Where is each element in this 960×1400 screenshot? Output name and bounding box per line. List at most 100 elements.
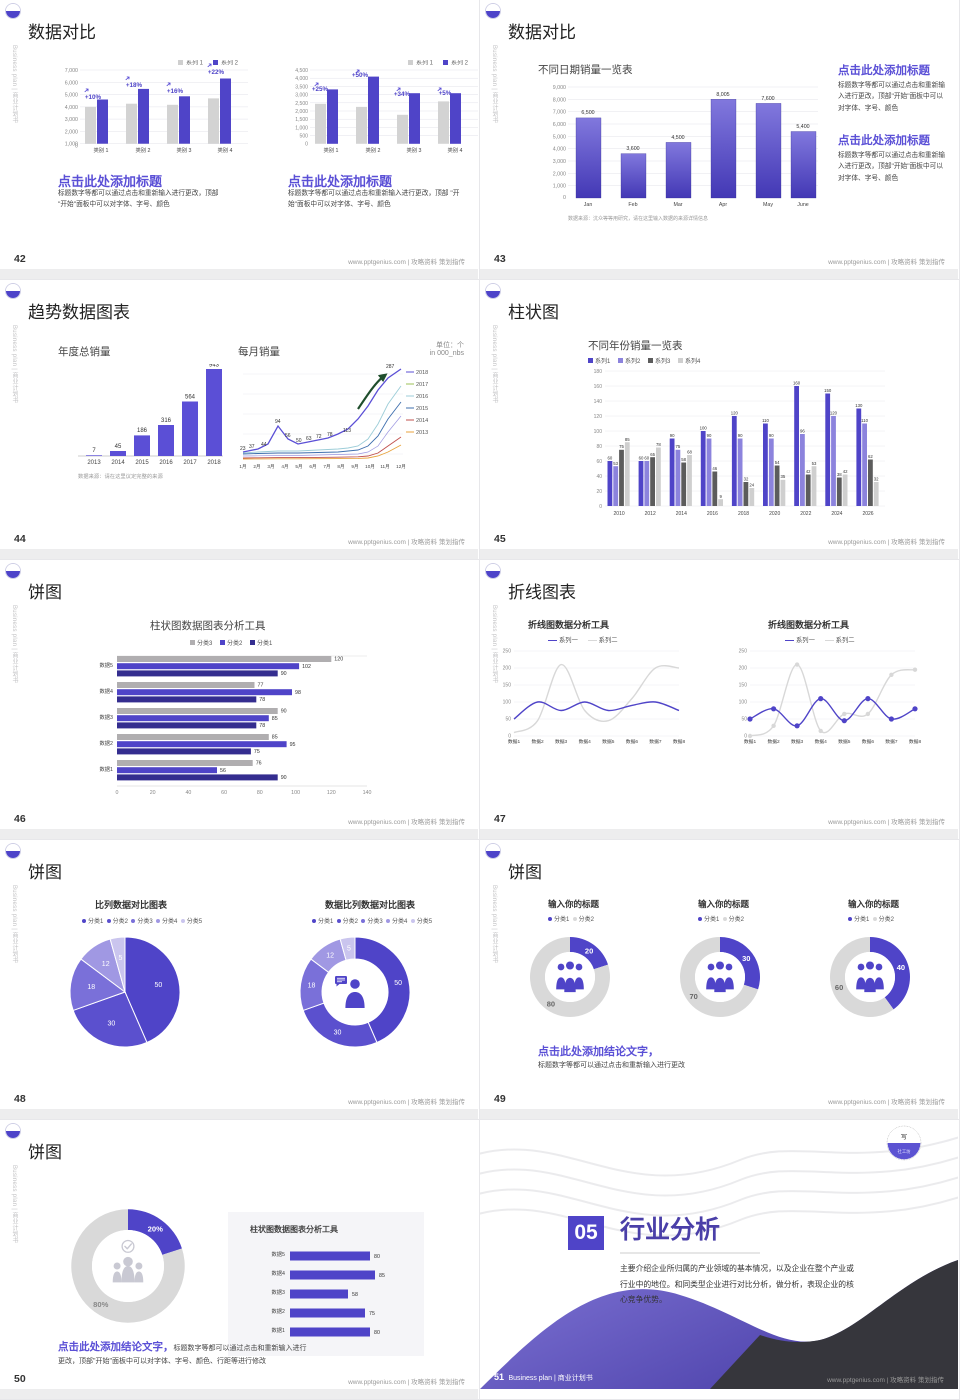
svg-text:85: 85 (272, 716, 278, 722)
svg-text:60: 60 (644, 456, 649, 461)
svg-text:2014: 2014 (676, 511, 687, 517)
svg-text:150: 150 (824, 388, 832, 393)
svg-text:186: 186 (137, 428, 148, 434)
svg-text:58: 58 (352, 1292, 358, 1298)
svg-text:4,000: 4,000 (553, 147, 566, 153)
svg-text:78: 78 (656, 442, 661, 447)
svg-text:80: 80 (374, 1254, 380, 1260)
svg-text:120: 120 (594, 414, 603, 420)
svg-text:45: 45 (115, 444, 122, 450)
svg-text:2012: 2012 (645, 511, 656, 517)
svg-text:94: 94 (275, 419, 281, 425)
svg-text:60: 60 (596, 459, 602, 465)
svg-text:2017: 2017 (183, 460, 197, 466)
svg-text:160: 160 (594, 384, 603, 390)
svg-text:30: 30 (742, 954, 750, 963)
svg-text:类别 2: 类别 2 (365, 146, 380, 154)
svg-text:120: 120 (731, 411, 739, 416)
svg-text:3,000: 3,000 (65, 117, 78, 123)
svg-text:数据1: 数据1 (99, 765, 113, 773)
svg-text:5,000: 5,000 (553, 134, 566, 140)
svg-text:类别 3: 类别 3 (406, 146, 421, 154)
svg-text:6,000: 6,000 (65, 80, 78, 86)
svg-text:类别 4: 类别 4 (447, 146, 462, 154)
svg-text:数据5: 数据5 (602, 738, 615, 745)
svg-text:100: 100 (503, 700, 512, 706)
svg-text:53: 53 (613, 461, 618, 466)
svg-text:May: May (763, 202, 773, 208)
svg-text:18: 18 (308, 982, 316, 989)
svg-text:140: 140 (594, 399, 603, 405)
svg-text:12月: 12月 (396, 464, 406, 470)
svg-text:数据3: 数据3 (271, 1288, 285, 1296)
svg-text:2,000: 2,000 (553, 171, 566, 177)
svg-text:90: 90 (707, 433, 712, 438)
svg-text:90: 90 (281, 775, 287, 781)
svg-text:100: 100 (700, 426, 708, 431)
svg-text:数据3: 数据3 (555, 738, 568, 745)
svg-text:5,400: 5,400 (796, 124, 809, 130)
svg-text:20: 20 (596, 489, 602, 495)
svg-text:0: 0 (75, 144, 78, 150)
svg-text:60: 60 (608, 456, 613, 461)
svg-text:287: 287 (386, 364, 395, 370)
svg-text:943: 943 (209, 364, 220, 369)
svg-text:90: 90 (769, 433, 774, 438)
svg-text:80: 80 (547, 999, 555, 1008)
svg-text:0: 0 (563, 195, 566, 201)
svg-text:2,500: 2,500 (295, 101, 308, 107)
svg-text:130: 130 (855, 403, 863, 408)
svg-text:3,000: 3,000 (553, 159, 566, 165)
svg-text:11月: 11月 (380, 464, 389, 470)
svg-text:数据8: 数据8 (909, 738, 922, 745)
svg-text:62: 62 (868, 454, 873, 459)
svg-text:70: 70 (690, 992, 698, 1001)
svg-text:2,000: 2,000 (65, 129, 78, 135)
svg-text:数据7: 数据7 (649, 738, 662, 745)
svg-text:2014: 2014 (111, 460, 125, 466)
svg-text:40: 40 (897, 963, 905, 972)
svg-text:数据4: 数据4 (271, 1269, 285, 1277)
svg-text:2016: 2016 (416, 394, 428, 400)
svg-text:90: 90 (738, 433, 743, 438)
svg-text:12: 12 (326, 953, 334, 960)
svg-text:数据6: 数据6 (626, 738, 639, 745)
svg-text:102: 102 (302, 664, 311, 670)
svg-text:7,000: 7,000 (553, 110, 566, 116)
svg-text:5月: 5月 (295, 464, 302, 470)
svg-text:数据5: 数据5 (838, 738, 851, 745)
svg-text:24: 24 (749, 483, 754, 488)
svg-text:数据2: 数据2 (271, 1307, 285, 1315)
svg-text:50: 50 (741, 717, 747, 723)
svg-text:60: 60 (639, 456, 644, 461)
svg-text:110: 110 (762, 418, 769, 423)
svg-text:7,600: 7,600 (761, 96, 774, 102)
svg-text:37: 37 (249, 444, 255, 450)
svg-text:120: 120 (334, 657, 343, 663)
svg-text:数据4: 数据4 (579, 738, 592, 745)
svg-text:2013: 2013 (416, 430, 428, 436)
svg-text:2026: 2026 (862, 511, 873, 517)
svg-text:2017: 2017 (416, 382, 428, 388)
svg-text:6,500: 6,500 (581, 110, 594, 116)
svg-text:95: 95 (290, 742, 296, 748)
svg-text:2015: 2015 (135, 460, 149, 466)
svg-text:5: 5 (118, 955, 122, 962)
svg-text:120: 120 (830, 411, 838, 416)
svg-text:2月: 2月 (253, 464, 260, 470)
svg-text:7: 7 (92, 448, 96, 454)
svg-text:32: 32 (874, 477, 879, 482)
svg-text:数据2: 数据2 (767, 738, 780, 745)
svg-text:80: 80 (257, 790, 263, 796)
svg-text:数据1: 数据1 (744, 738, 757, 745)
svg-text:4,500: 4,500 (295, 68, 308, 74)
svg-text:1,000: 1,000 (553, 184, 566, 190)
svg-text:系列 1: 系列 1 (416, 60, 434, 67)
svg-text:56: 56 (285, 433, 291, 439)
svg-text:100: 100 (291, 790, 300, 796)
svg-text:Feb: Feb (628, 202, 637, 208)
svg-text:80%: 80% (93, 1300, 108, 1309)
svg-text:2022: 2022 (800, 511, 811, 517)
svg-text:20%: 20% (148, 1225, 163, 1234)
svg-text:6月: 6月 (309, 464, 316, 470)
